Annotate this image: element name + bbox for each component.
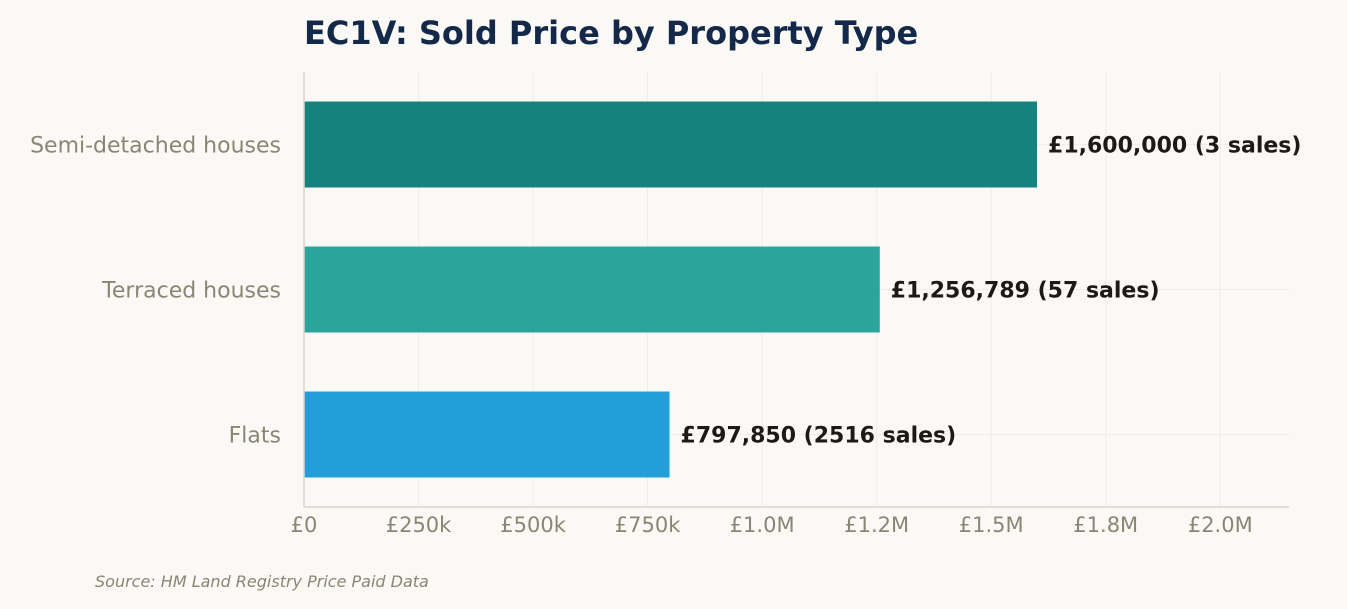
x-tick-label: £1.0M	[730, 513, 795, 537]
x-tick-label: £0	[291, 513, 318, 537]
bar	[304, 246, 880, 333]
bar	[304, 391, 670, 478]
value-label: £1,256,789 (57 sales)	[891, 279, 1160, 304]
labels: Semi-detached houses £1,600,000 (3 sales)…	[30, 134, 1301, 538]
x-tick-label: £250k	[386, 513, 452, 537]
value-label: £797,850 (2516 sales)	[681, 424, 957, 449]
category-label: Flats	[229, 424, 281, 449]
x-tick-label: £500k	[500, 513, 566, 537]
axes	[303, 72, 1289, 508]
x-tick-label: £2.0M	[1188, 513, 1253, 537]
x-tick-label: £1.2M	[844, 513, 909, 537]
x-tick-label: £1.8M	[1073, 513, 1138, 537]
x-tick-label: £1.5M	[959, 513, 1024, 537]
x-tick-label: £750k	[615, 513, 681, 537]
value-label: £1,600,000 (3 sales)	[1048, 134, 1301, 159]
bar	[304, 101, 1038, 188]
bars	[304, 101, 1038, 478]
source-note: Source: HM Land Registry Price Paid Data	[95, 572, 429, 591]
category-label: Semi-detached houses	[30, 134, 281, 159]
chart-title: EC1V: Sold Price by Property Type	[304, 14, 918, 52]
category-label: Terraced houses	[101, 279, 281, 304]
